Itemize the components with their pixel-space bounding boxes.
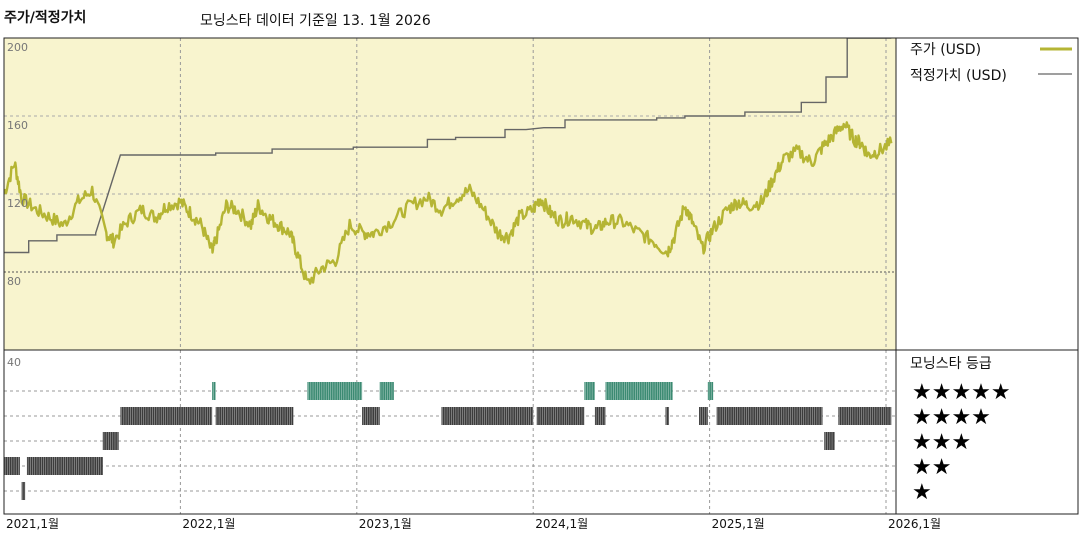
y-tick-label: 40 (7, 356, 21, 369)
y-axis-ticks: 80 120 160 200 40 (7, 41, 28, 369)
rating-segment (536, 407, 585, 425)
rating-segment (362, 407, 380, 425)
rating-segment (26, 457, 103, 475)
rating-grid (4, 390, 896, 492)
rating-segment (379, 382, 394, 400)
rating-segment (824, 432, 835, 450)
legend-label-price: 주가 (USD) (910, 42, 981, 58)
rating-segment (307, 382, 363, 400)
y-tick-label: 160 (7, 119, 28, 132)
rating-segment (215, 407, 294, 425)
rating-segment (4, 457, 20, 475)
rating-segment (120, 407, 213, 425)
rating-segment (838, 407, 892, 425)
rating-segment (102, 432, 119, 450)
rating-segment (21, 482, 26, 500)
y-tick-label: 200 (7, 41, 28, 54)
series-line-fair-value (4, 38, 892, 254)
y-tick-label: 80 (7, 275, 21, 288)
x-tick-label: 2022,1월 (182, 517, 235, 531)
x-tick-label: 2024,1월 (535, 517, 588, 531)
rating-legend-title: 모닝스타 등급 (910, 356, 992, 372)
rating-segment (716, 407, 823, 425)
rating-bars (4, 382, 892, 500)
rating-legend: 모닝스타 등급 ★★★★★★★★★★★★★★★ (910, 356, 1011, 505)
series-line-price (4, 121, 893, 285)
rating-segment (605, 382, 673, 400)
rating-segment (584, 382, 595, 400)
y-tick-label: 120 (7, 197, 28, 210)
rating-legend-stars: ★★★★ (912, 405, 991, 430)
x-tick-label: 2026,1월 (888, 517, 941, 531)
series-lines (4, 38, 893, 285)
rating-legend-stars: ★★★ (912, 430, 971, 455)
x-tick-label: 2021,1월 (6, 517, 59, 531)
legend-label-fair-value: 적정가치 (USD) (910, 68, 1007, 84)
rating-segment (212, 382, 216, 400)
x-tick-label: 2023,1월 (359, 517, 412, 531)
rating-segment (441, 407, 534, 425)
rating-segment (594, 407, 606, 425)
rating-legend-stars: ★ (912, 480, 932, 505)
rating-segment (707, 382, 714, 400)
chart-frame (3, 37, 1079, 515)
rating-legend-stars: ★★ (912, 455, 951, 480)
chart-subtitle: 모닝스타 데이터 기준일 13. 1월 2026 (200, 13, 431, 29)
x-tick-label: 2025,1월 (712, 517, 765, 531)
rating-legend-stars: ★★★★★ (912, 380, 1011, 405)
price-legend: 주가 (USD) 적정가치 (USD) (910, 42, 1072, 84)
x-axis-ticks: 2021,1월 2022,1월 2023,1월 2024,1월 2025,1월 2026,… (6, 517, 941, 531)
rating-segment (699, 407, 708, 425)
x-grid (179, 38, 887, 514)
rating-segment (665, 407, 670, 425)
chart-title: 주가/적정가치 (4, 9, 86, 26)
